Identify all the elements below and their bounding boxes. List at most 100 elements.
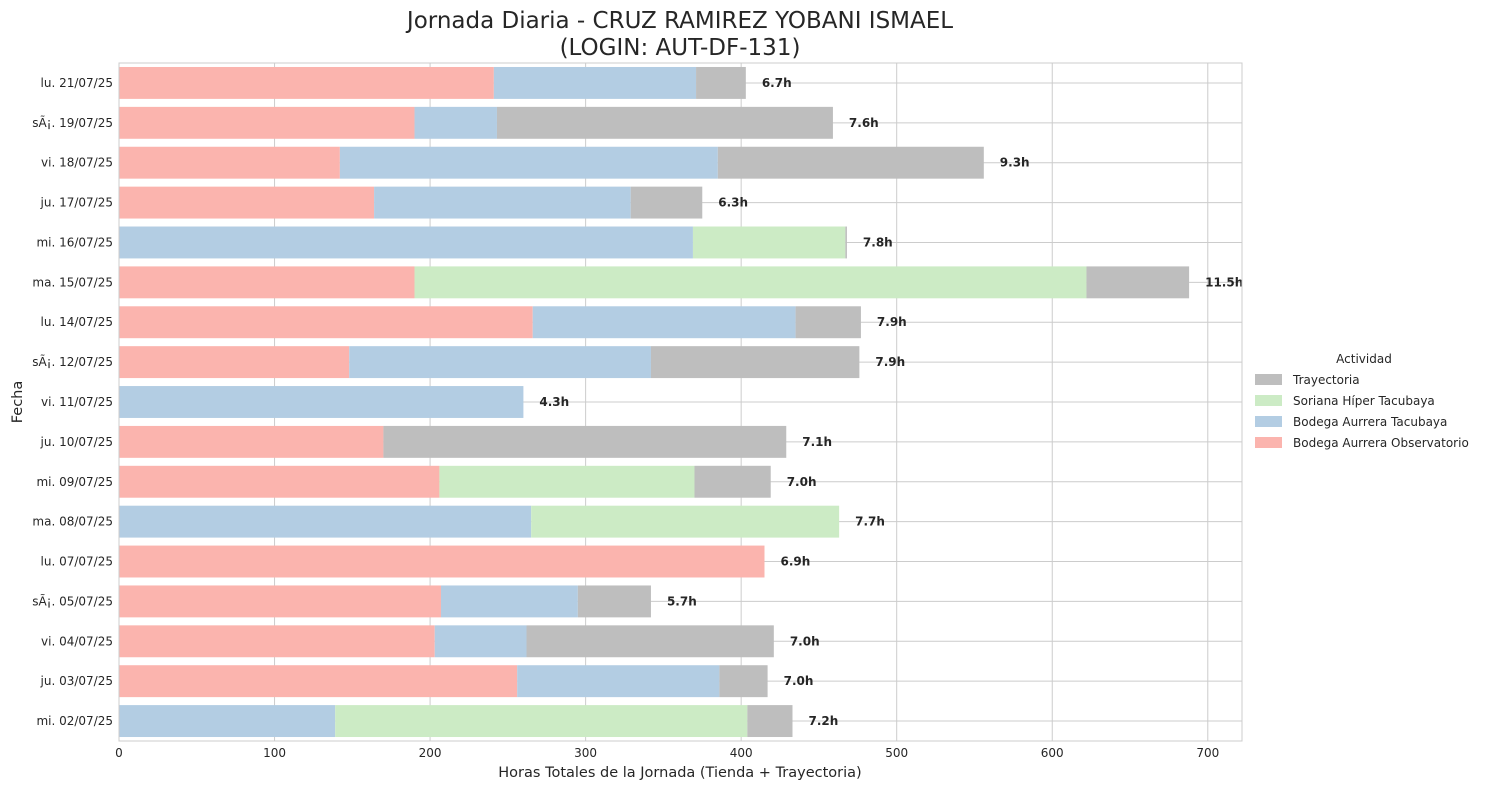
x-tick-label: 100: [263, 746, 286, 760]
x-tick-label: 200: [419, 746, 442, 760]
bar-segment: [496, 106, 833, 139]
y-tick-label: lu. 21/07/25: [41, 76, 113, 90]
bar-segment: [119, 625, 435, 658]
bar-segment: [747, 705, 793, 738]
bar-segment: [119, 425, 384, 458]
bar-segment: [119, 346, 350, 379]
bar-segment: [374, 186, 631, 219]
total-label: 7.6h: [849, 116, 879, 130]
bar-segment: [696, 66, 746, 99]
total-label: 7.0h: [790, 634, 820, 648]
total-label: 5.7h: [667, 594, 697, 608]
total-label: 4.3h: [539, 395, 569, 409]
total-label: 6.9h: [780, 555, 810, 569]
bar-segment: [1086, 266, 1190, 299]
y-tick-label: ju. 17/07/25: [40, 196, 113, 210]
bar-segment: [119, 665, 518, 698]
bar-segment: [717, 146, 984, 179]
legend-entry: Trayectoria: [1292, 373, 1360, 387]
total-label: 11.5h: [1205, 275, 1243, 289]
legend-swatch: [1255, 374, 1282, 385]
bar-segment: [119, 585, 441, 618]
total-label: 7.0h: [787, 475, 817, 489]
legend-entry: Bodega Aurrera Observatorio: [1293, 436, 1469, 450]
y-tick-label: sÃ¡. 19/07/25: [32, 115, 113, 130]
bar-segment: [119, 266, 415, 299]
total-label: 6.3h: [718, 196, 748, 210]
x-tick-label: 500: [885, 746, 908, 760]
bar-segment: [517, 665, 720, 698]
bar-segment: [531, 505, 840, 538]
total-label: 7.2h: [808, 714, 838, 728]
bar-segment: [119, 386, 524, 418]
y-axis-label: Fecha: [10, 381, 26, 424]
y-tick-label: sÃ¡. 05/07/25: [32, 593, 113, 608]
legend: Actividad Trayectoria Soriana Híper Tacub…: [1255, 352, 1469, 450]
y-tick-label: vi. 18/07/25: [41, 156, 113, 170]
x-tick-label: 700: [1196, 746, 1219, 760]
x-tick-labels: 0 100 200 300 400 500 600 700: [115, 746, 1219, 760]
legend-swatch: [1255, 416, 1282, 427]
bar-segment: [414, 106, 497, 139]
bar-segment: [434, 625, 527, 658]
y-tick-label: ma. 08/07/25: [32, 515, 113, 529]
bar-segment: [119, 306, 533, 339]
y-tick-label: vi. 11/07/25: [41, 395, 113, 409]
bar-segment: [383, 425, 787, 458]
bar-segment: [119, 505, 532, 538]
total-label: 6.7h: [762, 76, 792, 90]
x-tick-label: 0: [115, 746, 123, 760]
bar-segment: [719, 665, 768, 698]
bar-segment: [414, 266, 1087, 299]
total-label: 9.3h: [1000, 156, 1030, 170]
x-tick-label: 600: [1041, 746, 1064, 760]
bar-segment: [119, 66, 494, 99]
y-tick-label: ma. 15/07/25: [32, 275, 113, 289]
bar-segment: [694, 465, 771, 498]
bar-segment: [692, 226, 846, 259]
plot-frame: [118, 62, 1243, 742]
bar-segment: [335, 705, 748, 738]
y-tick-label: mi. 02/07/25: [36, 714, 113, 728]
y-tick-label: mi. 16/07/25: [36, 235, 113, 249]
bar-segment: [339, 146, 718, 179]
y-tick-label: sÃ¡. 12/07/25: [32, 354, 113, 369]
bar-segment: [532, 306, 796, 339]
bar-segment: [526, 625, 774, 658]
y-tick-label: lu. 14/07/25: [41, 315, 113, 329]
x-tick-label: 400: [730, 746, 753, 760]
bar-segment: [119, 186, 375, 219]
total-label: 7.1h: [802, 435, 832, 449]
x-tick-label: 300: [574, 746, 597, 760]
total-labels: 6.7h 7.6h 9.3h 6.3h 7.8h 11.5h 7.9h 7.9h 4.3h 7.1…: [539, 76, 1243, 728]
legend-entry: Bodega Aurrera Tacubaya: [1293, 415, 1447, 429]
bars: [119, 66, 1190, 738]
legend-swatch: [1255, 437, 1282, 448]
bar-segment: [119, 106, 415, 139]
bar-segment: [439, 465, 695, 498]
bar-segment: [845, 226, 847, 259]
total-label: 7.9h: [877, 315, 907, 329]
chart-title: Jornada Diaria - CRUZ RAMIREZ YOBANI ISM…: [405, 8, 953, 34]
legend-entry: Soriana Híper Tacubaya: [1293, 394, 1435, 408]
total-label: 7.8h: [863, 235, 893, 249]
y-tick-label: mi. 09/07/25: [36, 475, 113, 489]
bar-segment: [630, 186, 703, 219]
bar-segment: [119, 705, 336, 738]
bar-segment: [119, 226, 693, 259]
total-label: 7.7h: [855, 515, 885, 529]
bar-segment: [577, 585, 651, 618]
bar-segment: [650, 346, 860, 379]
bar-segment: [440, 585, 578, 618]
y-tick-label: ju. 10/07/25: [40, 435, 113, 449]
chart-subtitle: (LOGIN: AUT-DF-131): [560, 35, 801, 61]
bar-segment: [119, 146, 340, 179]
legend-swatch: [1255, 395, 1282, 406]
bar-segment: [119, 465, 440, 498]
y-tick-label: vi. 04/07/25: [41, 634, 113, 648]
x-axis-label: Horas Totales de la Jornada (Tienda + Tr…: [498, 765, 861, 781]
bar-segment: [493, 66, 697, 99]
y-tick-label: lu. 07/07/25: [41, 555, 113, 569]
bar-segment: [119, 545, 765, 578]
